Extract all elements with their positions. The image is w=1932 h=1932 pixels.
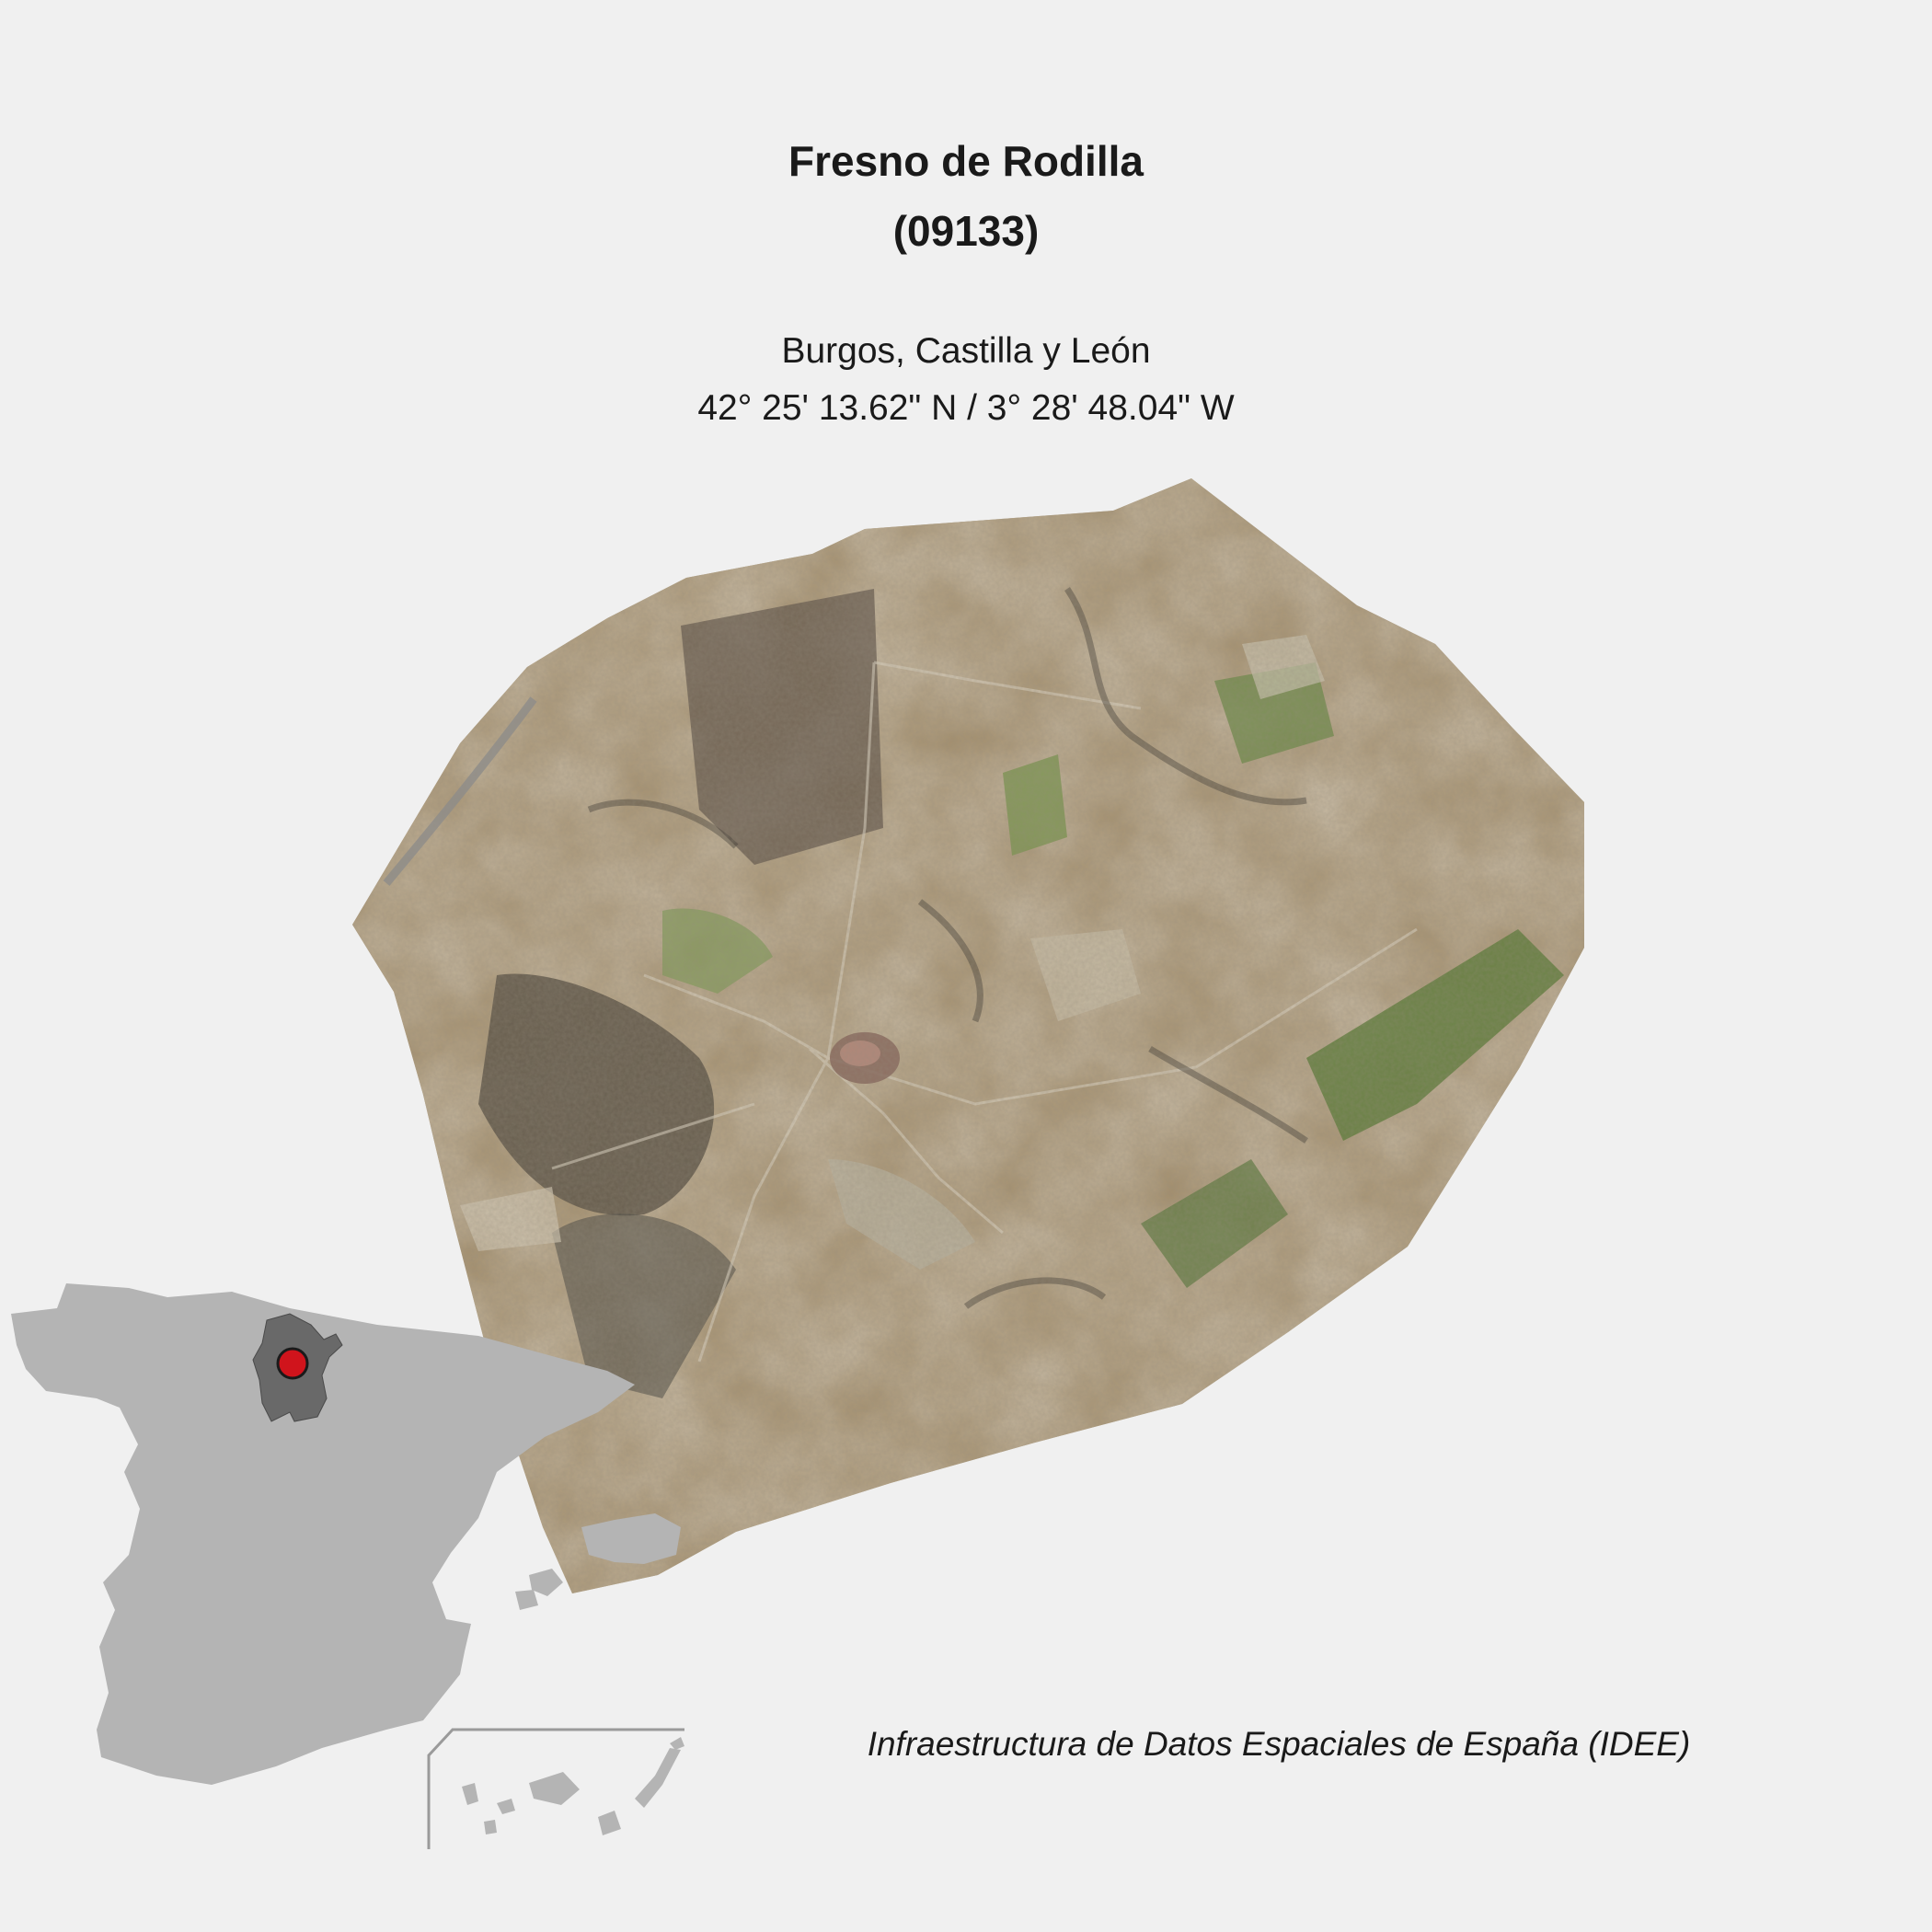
region-label: Burgos, Castilla y León (781, 331, 1151, 371)
municipality-code: (09133) (892, 207, 1040, 255)
spain-mainland (11, 1283, 635, 1785)
spain-inset-map (11, 1283, 684, 1849)
location-marker (276, 1347, 309, 1380)
data-source-caption: Infraestructura de Datos Espaciales de E… (867, 1725, 1691, 1763)
balearic-islands (515, 1513, 681, 1610)
canary-inset-frame (427, 1728, 684, 1849)
map-title: Fresno de Rodilla (788, 137, 1144, 185)
canary-islands (462, 1737, 684, 1835)
coordinates-label: 42° 25' 13.62" N / 3° 28' 48.04" W (697, 388, 1235, 428)
